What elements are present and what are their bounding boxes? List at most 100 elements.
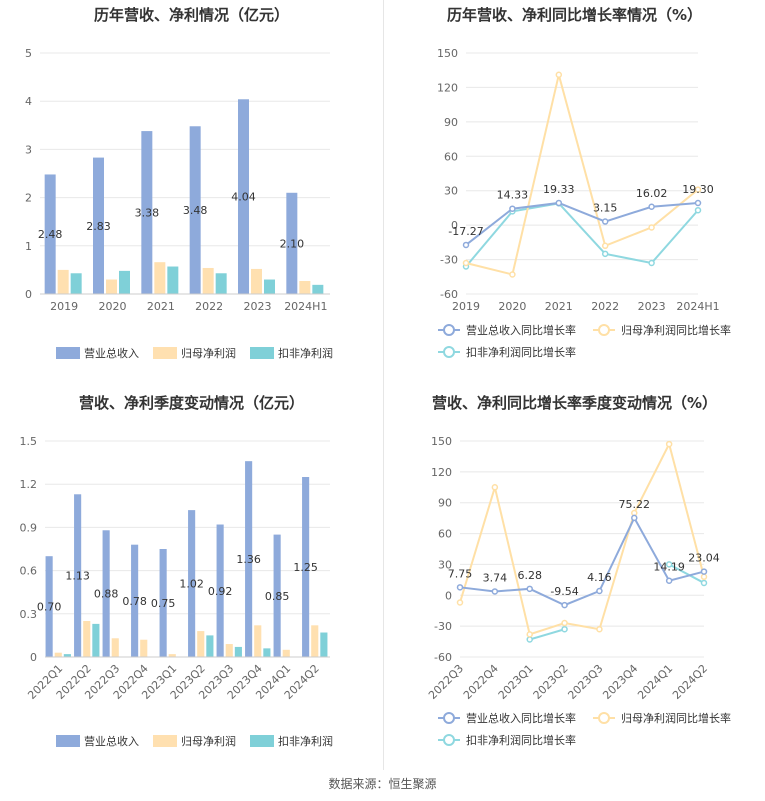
x-tick-label: 2021 — [545, 300, 573, 313]
bar-net-profit — [197, 631, 205, 657]
bar-net-profit — [140, 639, 148, 657]
data-point — [596, 625, 603, 633]
bar-net-profit — [154, 262, 166, 294]
bar-deducted-profit — [119, 270, 130, 294]
data-label: 7.75 — [448, 567, 473, 580]
y-tick-label: 1.5 — [20, 435, 38, 448]
y-tick-label: -30 — [440, 254, 458, 267]
x-tick-label: 2024H1 — [284, 300, 327, 313]
series-line — [465, 202, 699, 268]
x-tick-label: 2022Q3 — [426, 662, 466, 702]
x-tick-label: 2023Q4 — [600, 662, 640, 702]
legend-label: 营业总收入同比增长率 — [466, 711, 576, 725]
y-tick-label: 60 — [444, 150, 458, 163]
data-label: 3.74 — [483, 571, 508, 584]
y-tick-label: 120 — [431, 466, 452, 479]
chart-title: 营收、净利同比增长率季度变动情况（%） — [431, 394, 718, 412]
legend-marker — [443, 734, 455, 746]
data-label: 75.22 — [619, 498, 651, 511]
bar-net-profit — [254, 625, 262, 657]
bar-deducted-profit — [264, 279, 275, 294]
quarterly-growth-line-chart: -60-3003060901201502022Q32022Q42023Q1202… — [426, 435, 731, 747]
data-label: -9.54 — [550, 585, 578, 598]
bar-revenue — [141, 131, 153, 294]
y-tick-label: -30 — [434, 620, 452, 633]
y-tick-label: 2 — [25, 192, 32, 205]
data-label: 0.85 — [265, 590, 290, 603]
x-tick-label: 2023Q1 — [496, 662, 536, 702]
bar-net-profit — [54, 652, 62, 657]
data-point — [561, 601, 568, 609]
bar-deducted-profit — [167, 266, 179, 294]
data-point — [462, 259, 470, 267]
x-tick-label: 2023Q2 — [531, 662, 571, 702]
legend-label: 扣非净利润 — [278, 734, 333, 748]
data-point — [648, 259, 655, 267]
data-label: 0.92 — [208, 585, 233, 598]
data-label: 2.10 — [280, 237, 305, 250]
data-point — [601, 242, 609, 250]
data-point — [694, 206, 702, 214]
y-tick-label: 3 — [25, 143, 32, 156]
data-label: 23.04 — [688, 552, 720, 565]
data-label: 4.16 — [587, 571, 612, 584]
chart-title: 历年营收、净利同比增长率情况（%） — [446, 6, 703, 24]
data-label: 19.33 — [543, 183, 575, 196]
data-point — [631, 514, 638, 522]
legend-label: 扣非净利润同比增长率 — [466, 733, 576, 747]
data-point — [601, 250, 609, 258]
y-tick-label: 0 — [445, 589, 452, 602]
data-point — [526, 636, 533, 643]
bar-revenue — [131, 544, 139, 657]
data-label: 16.02 — [636, 187, 668, 200]
legend-label: 归母净利润同比增长率 — [621, 711, 731, 725]
x-tick-label: 2022 — [591, 300, 619, 313]
x-tick-label: 2024Q1 — [635, 662, 675, 702]
legend-swatch — [250, 735, 274, 747]
data-point — [700, 573, 708, 581]
data-point — [462, 241, 470, 249]
y-tick-label: 0.9 — [20, 521, 38, 534]
data-label: 1.25 — [293, 561, 318, 574]
data-point — [491, 484, 499, 491]
bar-revenue — [189, 126, 201, 294]
data-point — [601, 218, 609, 225]
series-line — [459, 515, 705, 607]
legend-swatch — [56, 347, 80, 359]
data-point — [509, 205, 516, 212]
data-label: 3.15 — [593, 202, 618, 215]
x-tick-label: 2019 — [452, 300, 480, 313]
bar-revenue — [44, 174, 56, 294]
legend-label: 归母净利润 — [181, 346, 236, 360]
x-tick-label: 2024Q2 — [670, 662, 710, 702]
legend-swatch — [56, 735, 80, 747]
data-label: 1.36 — [236, 553, 261, 566]
x-tick-label: 2021 — [147, 300, 175, 313]
y-tick-label: -60 — [440, 288, 458, 301]
bar-net-profit — [299, 280, 311, 294]
y-tick-label: -60 — [434, 651, 452, 664]
bar-revenue — [245, 461, 253, 657]
y-tick-label: 4 — [25, 95, 32, 108]
bar-revenue — [302, 477, 310, 657]
y-tick-label: 120 — [437, 81, 458, 94]
annual-revenue-bar-chart: 0 1 2 3 4 5 2019 2.48 2020 2.83 2021 3.38 2022 3.48 20… — [25, 47, 333, 360]
y-tick-label: 150 — [431, 435, 452, 448]
legend-label: 扣非净利润同比增长率 — [466, 345, 576, 359]
bar-revenue — [273, 534, 281, 657]
x-tick-label: 2022Q4 — [461, 662, 501, 702]
data-label: 2.83 — [86, 220, 111, 233]
data-point — [561, 619, 568, 627]
y-tick-label: 150 — [437, 47, 458, 60]
y-tick-label: 90 — [444, 116, 458, 129]
bar-net-profit — [83, 621, 91, 657]
y-tick-label: 0.6 — [20, 565, 38, 578]
data-point — [526, 585, 533, 593]
bar-deducted-profit — [92, 623, 100, 657]
y-tick-label: 90 — [438, 497, 452, 510]
data-point — [596, 587, 603, 595]
chart-panel-annual-revenue: 历年营收、净利情况（亿元） 0 1 2 3 4 5 2019 2.48 2020 2.83 2021… — [0, 0, 383, 380]
chart-panel-quarterly-growth: 营收、净利同比增长率季度变动情况（%） -60 -30 0 30 60 90 120 150 2… — [384, 388, 765, 768]
data-label: 0.88 — [94, 588, 119, 601]
bar-revenue — [216, 524, 224, 657]
